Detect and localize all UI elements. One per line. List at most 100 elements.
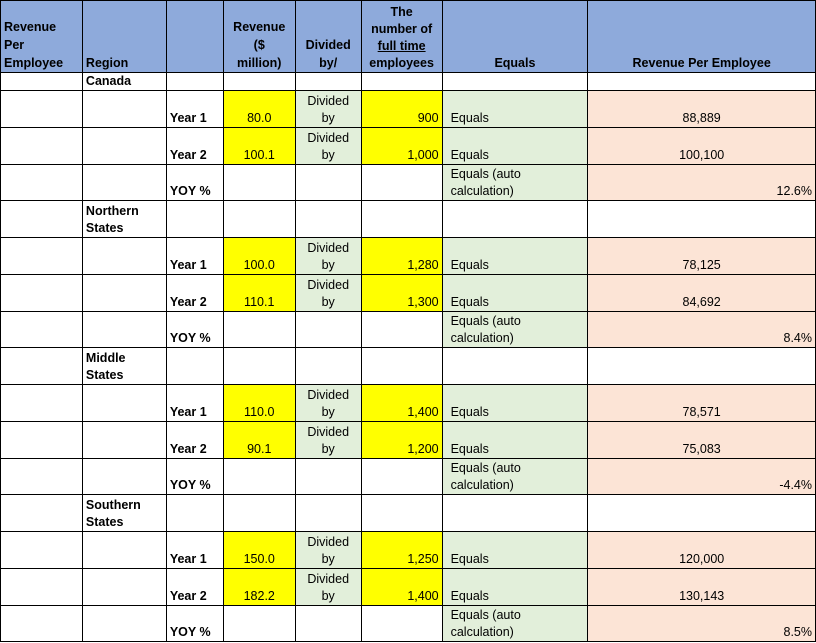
cell-empty[interactable]: [0, 274, 83, 312]
cell-empty[interactable]: [165, 347, 224, 385]
cell-empty[interactable]: [222, 72, 296, 91]
divided-by-cell[interactable]: Divided by: [294, 90, 362, 128]
cell-empty[interactable]: [222, 494, 296, 532]
cell-empty[interactable]: [294, 164, 362, 201]
cell-empty[interactable]: [441, 494, 589, 532]
equals-cell[interactable]: Equals: [441, 237, 589, 275]
equals-auto-cell[interactable]: Equals (auto calculation): [441, 311, 589, 348]
revenue-input[interactable]: 100.1: [222, 127, 296, 165]
cell-empty[interactable]: [360, 605, 443, 642]
cell-empty[interactable]: [81, 237, 167, 275]
revenue-input[interactable]: 80.0: [222, 90, 296, 128]
revenue-input[interactable]: 110.1: [222, 274, 296, 312]
cell-empty[interactable]: [81, 164, 167, 201]
cell-empty[interactable]: [294, 605, 362, 642]
cell-empty[interactable]: [0, 531, 83, 569]
region-name[interactable]: Middle States: [81, 347, 167, 385]
employees-input[interactable]: 1,400: [360, 568, 443, 606]
cell-empty[interactable]: [294, 72, 362, 91]
cell-empty[interactable]: [294, 311, 362, 348]
cell-empty[interactable]: [441, 72, 589, 91]
yoy-label[interactable]: YOY %: [165, 164, 224, 201]
cell-empty[interactable]: [81, 311, 167, 348]
revenue-per-employee-value[interactable]: 120,000: [587, 531, 816, 569]
cell-empty[interactable]: [222, 311, 296, 348]
cell-empty[interactable]: [0, 494, 83, 532]
divided-by-cell[interactable]: Divided by: [294, 127, 362, 165]
employees-input[interactable]: 1,250: [360, 531, 443, 569]
cell-empty[interactable]: [81, 568, 167, 606]
divided-by-cell[interactable]: Divided by: [294, 274, 362, 312]
revenue-input[interactable]: 110.0: [222, 384, 296, 422]
employees-input[interactable]: 1,000: [360, 127, 443, 165]
divided-by-cell[interactable]: Divided by: [294, 531, 362, 569]
yoy-label[interactable]: YOY %: [165, 605, 224, 642]
cell-empty[interactable]: [222, 200, 296, 238]
header-revenue[interactable]: Revenue ($ million): [222, 0, 296, 73]
revenue-per-employee-value[interactable]: 88,889: [587, 90, 816, 128]
cell-empty[interactable]: [81, 384, 167, 422]
cell-empty[interactable]: [0, 127, 83, 165]
yoy-label[interactable]: YOY %: [165, 458, 224, 495]
cell-empty[interactable]: [0, 90, 83, 128]
cell-empty[interactable]: [81, 605, 167, 642]
equals-cell[interactable]: Equals: [441, 421, 589, 459]
cell-empty[interactable]: [222, 458, 296, 495]
revenue-input[interactable]: 150.0: [222, 531, 296, 569]
cell-empty[interactable]: [0, 384, 83, 422]
cell-empty[interactable]: [0, 311, 83, 348]
header-region[interactable]: Region: [81, 0, 167, 73]
cell-empty[interactable]: [0, 200, 83, 238]
year-label[interactable]: Year 1: [165, 384, 224, 422]
cell-empty[interactable]: [165, 200, 224, 238]
revenue-input[interactable]: 90.1: [222, 421, 296, 459]
yoy-percent-value[interactable]: 8.4%: [587, 311, 816, 348]
cell-empty[interactable]: [0, 605, 83, 642]
yoy-label[interactable]: YOY %: [165, 311, 224, 348]
equals-auto-cell[interactable]: Equals (auto calculation): [441, 164, 589, 201]
cell-empty[interactable]: [0, 347, 83, 385]
equals-cell[interactable]: Equals: [441, 568, 589, 606]
cell-empty[interactable]: [0, 237, 83, 275]
cell-empty[interactable]: [294, 200, 362, 238]
divided-by-cell[interactable]: Divided by: [294, 384, 362, 422]
equals-cell[interactable]: Equals: [441, 274, 589, 312]
revenue-per-employee-value[interactable]: 78,571: [587, 384, 816, 422]
cell-empty[interactable]: [294, 347, 362, 385]
equals-cell[interactable]: Equals: [441, 90, 589, 128]
employees-input[interactable]: 1,280: [360, 237, 443, 275]
cell-empty[interactable]: [360, 494, 443, 532]
cell-empty[interactable]: [360, 458, 443, 495]
year-label[interactable]: Year 1: [165, 531, 224, 569]
cell-empty[interactable]: [165, 494, 224, 532]
yoy-percent-value[interactable]: -4.4%: [587, 458, 816, 495]
cell-empty[interactable]: [360, 164, 443, 201]
cell-empty[interactable]: [0, 458, 83, 495]
cell-empty[interactable]: [81, 421, 167, 459]
equals-auto-cell[interactable]: Equals (auto calculation): [441, 458, 589, 495]
revenue-input[interactable]: 100.0: [222, 237, 296, 275]
cell-empty[interactable]: [587, 494, 816, 532]
header-full-time-employees[interactable]: The number of full time employees: [360, 0, 443, 73]
header-revenue-per-employee[interactable]: Revenue Per Employee: [0, 0, 83, 73]
year-label[interactable]: Year 1: [165, 237, 224, 275]
header-divided-by[interactable]: Divided by/: [294, 0, 362, 73]
equals-auto-cell[interactable]: Equals (auto calculation): [441, 605, 589, 642]
employees-input[interactable]: 900: [360, 90, 443, 128]
cell-empty[interactable]: [360, 72, 443, 91]
cell-empty[interactable]: [587, 347, 816, 385]
revenue-per-employee-value[interactable]: 75,083: [587, 421, 816, 459]
cell-empty[interactable]: [587, 72, 816, 91]
header-empty[interactable]: [165, 0, 224, 73]
region-name[interactable]: Northern States: [81, 200, 167, 238]
cell-empty[interactable]: [222, 347, 296, 385]
cell-empty[interactable]: [0, 568, 83, 606]
equals-cell[interactable]: Equals: [441, 531, 589, 569]
year-label[interactable]: Year 2: [165, 421, 224, 459]
cell-empty[interactable]: [81, 458, 167, 495]
region-name[interactable]: Southern States: [81, 494, 167, 532]
divided-by-cell[interactable]: Divided by: [294, 421, 362, 459]
cell-empty[interactable]: [81, 127, 167, 165]
cell-empty[interactable]: [81, 531, 167, 569]
cell-empty[interactable]: [441, 200, 589, 238]
